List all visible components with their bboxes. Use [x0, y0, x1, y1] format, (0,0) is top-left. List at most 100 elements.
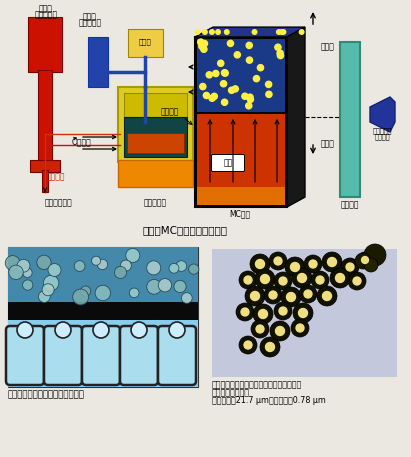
- Text: 図１　MC乳化機構の概略図: 図１ MC乳化機構の概略図: [143, 225, 228, 235]
- Circle shape: [299, 285, 317, 303]
- Circle shape: [194, 29, 201, 35]
- Text: 連続相: 連続相: [321, 43, 335, 52]
- Circle shape: [44, 275, 59, 291]
- Circle shape: [169, 263, 179, 273]
- FancyBboxPatch shape: [44, 326, 82, 385]
- Bar: [340, 42, 360, 197]
- Circle shape: [352, 276, 362, 286]
- Text: モジュール: モジュール: [143, 198, 166, 207]
- Circle shape: [239, 271, 257, 289]
- Circle shape: [23, 268, 32, 277]
- Circle shape: [221, 98, 229, 106]
- Circle shape: [9, 265, 23, 280]
- Circle shape: [224, 29, 230, 35]
- Text: Oリング: Oリング: [72, 138, 92, 147]
- Circle shape: [255, 324, 265, 334]
- Circle shape: [212, 70, 219, 77]
- Circle shape: [220, 80, 227, 88]
- Bar: [127, 133, 184, 153]
- Bar: [28, 17, 62, 72]
- Circle shape: [202, 29, 208, 35]
- Circle shape: [297, 273, 307, 283]
- Circle shape: [264, 286, 282, 304]
- Circle shape: [277, 52, 284, 59]
- Circle shape: [290, 262, 300, 272]
- Circle shape: [245, 286, 265, 306]
- Circle shape: [275, 326, 285, 336]
- Circle shape: [268, 290, 278, 300]
- Circle shape: [348, 272, 366, 290]
- Circle shape: [269, 252, 287, 270]
- Circle shape: [147, 279, 162, 294]
- Circle shape: [126, 249, 140, 262]
- Circle shape: [228, 86, 236, 94]
- Circle shape: [260, 274, 270, 284]
- Circle shape: [257, 64, 264, 71]
- Circle shape: [274, 272, 292, 290]
- Circle shape: [147, 261, 161, 275]
- Circle shape: [17, 259, 30, 272]
- Circle shape: [215, 29, 221, 35]
- Circle shape: [250, 291, 260, 301]
- Text: リザーバー: リザーバー: [35, 11, 58, 20]
- Circle shape: [231, 85, 239, 93]
- Circle shape: [217, 59, 224, 67]
- Bar: [195, 37, 287, 207]
- Circle shape: [322, 252, 342, 272]
- Circle shape: [364, 258, 378, 272]
- Circle shape: [200, 45, 208, 53]
- Bar: [124, 117, 187, 157]
- Circle shape: [341, 258, 359, 276]
- Circle shape: [276, 29, 282, 35]
- Text: 分散相: 分散相: [321, 139, 335, 149]
- Circle shape: [286, 292, 296, 302]
- Text: エマルション: エマルション: [44, 198, 72, 207]
- Circle shape: [361, 256, 369, 264]
- Circle shape: [17, 322, 33, 338]
- Circle shape: [273, 256, 283, 266]
- Circle shape: [182, 292, 192, 303]
- Circle shape: [236, 303, 254, 321]
- Circle shape: [129, 288, 139, 298]
- Circle shape: [55, 322, 71, 338]
- Circle shape: [278, 276, 288, 286]
- Circle shape: [274, 302, 292, 320]
- Circle shape: [158, 279, 172, 292]
- Circle shape: [226, 40, 234, 47]
- Text: ガラス板: ガラス板: [341, 201, 359, 209]
- Circle shape: [253, 75, 260, 82]
- Bar: [8, 247, 198, 387]
- Bar: [197, 114, 285, 205]
- Circle shape: [304, 255, 322, 273]
- Circle shape: [243, 340, 253, 350]
- Circle shape: [209, 29, 215, 35]
- Circle shape: [23, 280, 33, 290]
- Circle shape: [364, 244, 386, 266]
- Circle shape: [317, 286, 337, 306]
- Circle shape: [243, 275, 253, 285]
- Circle shape: [210, 93, 218, 100]
- Circle shape: [357, 252, 373, 268]
- Bar: [197, 39, 285, 112]
- Circle shape: [241, 92, 249, 100]
- Circle shape: [276, 49, 284, 57]
- Circle shape: [38, 291, 50, 303]
- Circle shape: [246, 93, 254, 101]
- Circle shape: [299, 29, 305, 35]
- Text: 図２　液滴が作成されていく様子: 図２ 液滴が作成されていく様子: [8, 390, 85, 399]
- Circle shape: [233, 51, 241, 58]
- Bar: [30, 160, 60, 172]
- Circle shape: [293, 303, 313, 323]
- Polygon shape: [287, 27, 305, 207]
- Circle shape: [279, 29, 285, 35]
- Polygon shape: [370, 97, 395, 132]
- Circle shape: [92, 256, 101, 266]
- Circle shape: [280, 29, 286, 35]
- Text: 恒温槽: 恒温槽: [139, 39, 151, 45]
- Bar: [8, 247, 198, 302]
- Circle shape: [298, 308, 308, 318]
- Text: システム: システム: [374, 133, 390, 140]
- Circle shape: [246, 56, 253, 64]
- Text: 流れ: 流れ: [223, 159, 233, 168]
- Circle shape: [322, 291, 332, 301]
